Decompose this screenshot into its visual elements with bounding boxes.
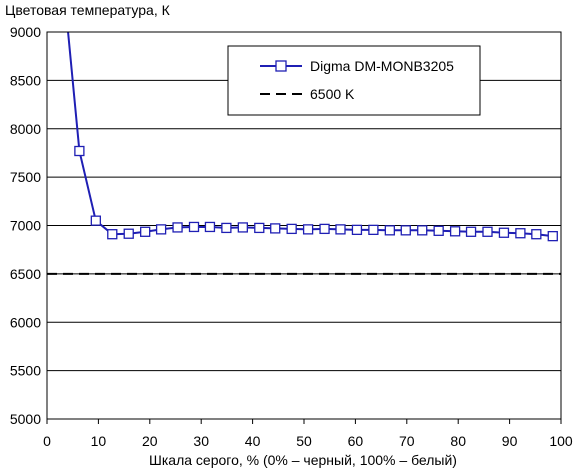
x-tick-label: 30 bbox=[193, 433, 209, 449]
y-tick-label: 6500 bbox=[10, 266, 41, 282]
legend-label-reference: 6500 K bbox=[310, 86, 355, 102]
data-point bbox=[319, 223, 330, 235]
x-axis-title: Шкала серого, % (0% – черный, 100% – бел… bbox=[149, 452, 457, 468]
data-point bbox=[74, 145, 85, 157]
data-point bbox=[465, 226, 477, 237]
y-tick-label: 7000 bbox=[10, 218, 41, 234]
data-point bbox=[400, 225, 411, 236]
legend-label-series: Digma DM-MONB3205 bbox=[310, 58, 454, 74]
data-point bbox=[384, 225, 395, 236]
legend-series-marker bbox=[275, 60, 287, 72]
data-point bbox=[172, 222, 183, 233]
data-point bbox=[123, 228, 134, 239]
data-point bbox=[254, 222, 265, 234]
x-tick-label: 0 bbox=[43, 433, 51, 449]
y-tick-label: 5500 bbox=[10, 363, 41, 379]
legend-box bbox=[227, 45, 481, 116]
data-point bbox=[302, 224, 314, 235]
series-markers bbox=[74, 145, 558, 242]
x-tick-label: 60 bbox=[348, 433, 364, 449]
x-tick-label: 80 bbox=[450, 433, 466, 449]
x-tick-label: 20 bbox=[142, 433, 158, 449]
y-axis-ticks: 5000 5500 6000 6500 7000 7500 8000 8500 9000 bbox=[10, 24, 41, 427]
data-point bbox=[449, 226, 461, 237]
data-point bbox=[547, 230, 558, 242]
data-point bbox=[531, 229, 542, 240]
data-point bbox=[417, 225, 428, 236]
y-tick-label: 8000 bbox=[10, 121, 41, 137]
data-point bbox=[107, 229, 118, 240]
y-tick-label: 6000 bbox=[10, 314, 41, 330]
data-point bbox=[335, 224, 346, 235]
x-tick-label: 100 bbox=[549, 433, 573, 449]
data-point bbox=[433, 225, 444, 236]
data-point bbox=[204, 221, 216, 233]
y-tick-label: 5000 bbox=[10, 411, 41, 427]
data-point bbox=[90, 215, 101, 226]
data-point bbox=[351, 224, 363, 236]
x-tick-label: 90 bbox=[502, 433, 518, 449]
data-point bbox=[188, 221, 200, 233]
x-tick-label: 70 bbox=[399, 433, 415, 449]
x-tick-label: 50 bbox=[296, 433, 312, 449]
x-tick-label: 10 bbox=[91, 433, 107, 449]
x-tick-label: 40 bbox=[245, 433, 261, 449]
data-point bbox=[498, 227, 510, 238]
data-point bbox=[155, 224, 167, 235]
y-tick-label: 7500 bbox=[10, 169, 41, 185]
data-point bbox=[368, 224, 379, 236]
y-tick-label: 9000 bbox=[10, 24, 41, 40]
data-point bbox=[237, 222, 248, 233]
y-axis-title: Цветовая температура, К bbox=[5, 2, 171, 18]
y-tick-label: 8500 bbox=[10, 72, 41, 88]
data-point bbox=[270, 223, 281, 234]
data-point bbox=[515, 228, 526, 239]
legend: Digma DM-MONB3205 6500 K bbox=[227, 45, 481, 116]
x-axis-ticks: 0 10 20 30 40 50 60 70 80 90 100 bbox=[43, 419, 573, 449]
data-point bbox=[482, 226, 493, 237]
data-point bbox=[286, 223, 297, 235]
data-point bbox=[140, 226, 151, 237]
data-point bbox=[221, 222, 232, 234]
